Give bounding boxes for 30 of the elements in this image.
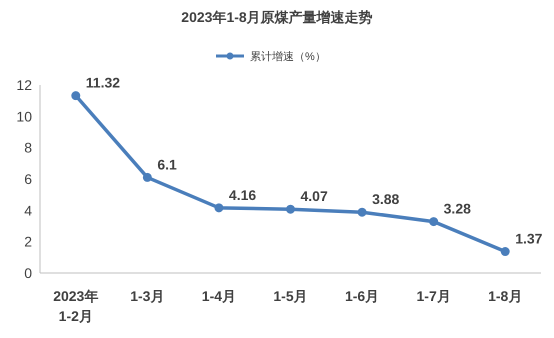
x-tick-label: 2023年 1-2月 — [53, 288, 98, 324]
y-tick-label: 4 — [24, 202, 32, 218]
point — [429, 217, 438, 226]
point — [358, 208, 367, 217]
x-tick-label: 1-6月 — [344, 288, 380, 304]
data-label: 3.88 — [372, 191, 400, 208]
point — [71, 91, 80, 100]
x-tick-label: 1-5月 — [273, 288, 308, 304]
x-tick-label: 1-7月 — [416, 288, 451, 304]
y-tick-label: 0 — [24, 265, 32, 281]
legend-label: 累计增速（%） — [250, 50, 326, 63]
y-tick-label: 10 — [16, 108, 32, 124]
y-tick-label: 2 — [24, 234, 32, 250]
y-tick-label: 12 — [16, 77, 32, 93]
y-tick-label: 6 — [24, 171, 32, 187]
data-label: 1.37 — [515, 230, 543, 247]
x-tick-label: 1-8月 — [488, 288, 522, 304]
x-tick-label: 1-3月 — [130, 288, 164, 304]
data-label: 3.28 — [444, 200, 472, 217]
data-label: 4.07 — [300, 188, 328, 204]
point — [286, 204, 295, 214]
data-label: 6.1 — [157, 156, 178, 172]
chart-title: 2023年1-8月原煤产量增速走势 — [181, 9, 373, 25]
point — [214, 203, 224, 212]
point — [500, 247, 510, 256]
point — [142, 172, 152, 182]
data-label: 11.32 — [86, 74, 120, 91]
y-tick-label: 8 — [24, 140, 32, 156]
data-label: 4.16 — [228, 186, 256, 203]
x-tick-label: 1-4月 — [202, 288, 236, 304]
